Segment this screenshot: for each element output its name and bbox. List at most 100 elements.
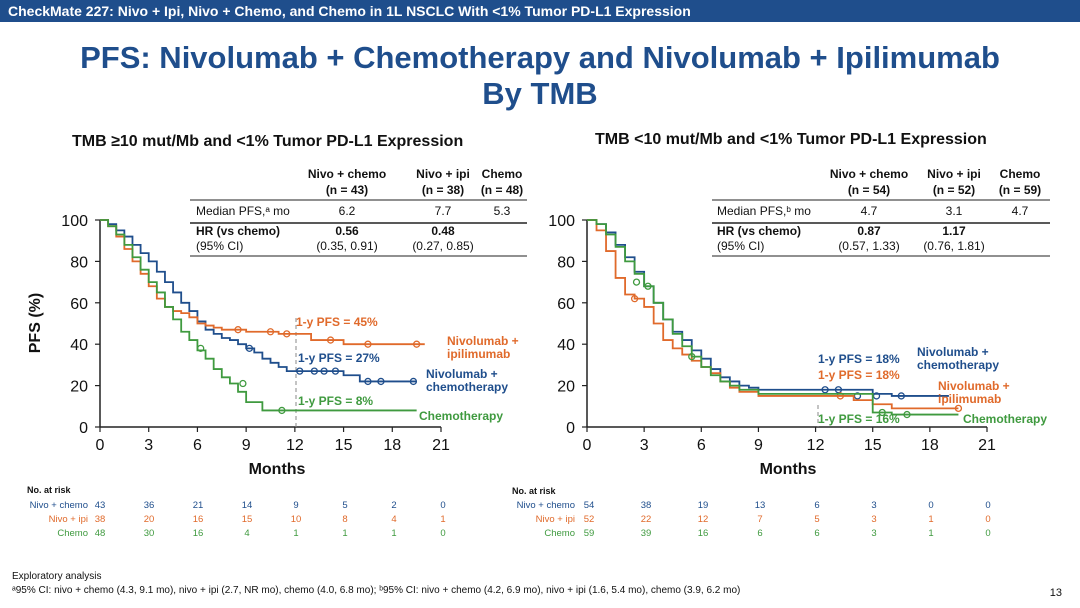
- left-censor-mark: [283, 330, 291, 338]
- right-table-column-n: (n = 52): [933, 183, 975, 197]
- right-x-axis-label: Months: [760, 461, 817, 478]
- left-at-risk-value: 8: [342, 514, 347, 525]
- left-y-tick-label: 100: [61, 213, 88, 230]
- right-table-column-n: (n = 59): [999, 183, 1041, 197]
- left-censor-mark: [377, 377, 385, 386]
- right-table-cell: 3.1: [946, 204, 963, 218]
- left-x-tick-label: 18: [383, 437, 401, 454]
- right-at-risk-value: 38: [641, 500, 652, 511]
- left-at-risk-value: 1: [440, 514, 445, 525]
- left-at-risk-value: 1: [293, 528, 298, 539]
- right-y-tick-label: 80: [557, 254, 575, 271]
- right-table-cell: 4.7: [861, 204, 878, 218]
- right-one-year-pfs-label-2: 1-y PFS = 16%: [818, 412, 900, 426]
- right-at-risk-value: 3: [871, 528, 876, 539]
- right-censor-mark: [630, 295, 639, 303]
- left-at-risk-value: 43: [95, 500, 106, 511]
- right-table-column-header: Chemo: [1000, 167, 1041, 181]
- right-at-risk-value: 6: [814, 528, 819, 539]
- right-x-tick-label: 0: [583, 437, 592, 454]
- left-at-risk-value: 14: [242, 500, 253, 511]
- right-x-tick-label: 12: [807, 437, 825, 454]
- left-censor-mark: [326, 336, 335, 344]
- left-x-tick-label: 0: [96, 437, 105, 454]
- left-y-tick-label: 20: [70, 379, 88, 396]
- right-table-cell: (0.57, 1.33): [838, 239, 899, 253]
- left-censor-mark: [320, 367, 328, 375]
- left-censor-mark: [197, 344, 205, 352]
- right-at-risk-value: 13: [755, 500, 766, 511]
- left-x-tick-label: 6: [193, 437, 202, 454]
- right-x-tick-label: 9: [754, 437, 763, 454]
- left-table-row-label: HR (vs chemo): [196, 224, 280, 238]
- left-at-risk-value: 1: [342, 528, 347, 539]
- right-at-risk-value: 3: [871, 514, 876, 525]
- left-table-column-header: Nivo + ipi: [416, 167, 470, 181]
- left-at-risk-value: 10: [291, 514, 302, 525]
- page-title-line1: PFS: Nivolumab + Chemotherapy and Nivolu…: [80, 40, 1000, 75]
- left-table-cell: 5.3: [494, 204, 511, 218]
- left-table-cell: (0.35, 0.91): [316, 239, 377, 253]
- right-censor-mark: [632, 278, 641, 286]
- left-at-risk-value: 9: [293, 500, 298, 511]
- left-censor-mark: [331, 367, 340, 375]
- right-x-tick-label: 6: [697, 437, 706, 454]
- right-x-tick-label: 15: [864, 437, 882, 454]
- left-table-row-label: Median PFS,ᵃ mo: [196, 204, 290, 218]
- left-table-cell: 0.48: [431, 224, 455, 238]
- right-y-tick-label: 60: [557, 296, 575, 313]
- right-table-column-n: (n = 54): [848, 183, 890, 197]
- right-at-risk-value: 6: [757, 528, 762, 539]
- left-series-label-2: Chemotherapy: [419, 409, 503, 423]
- right-table-cell: 4.7: [1012, 204, 1029, 218]
- right-at-risk-value: 5: [814, 514, 819, 525]
- right-censor-mark: [688, 352, 696, 361]
- left-censor-mark: [239, 379, 247, 388]
- right-y-tick-label: 20: [557, 379, 575, 396]
- left-at-risk-value: 1: [391, 528, 396, 539]
- right-table-column-header: Nivo + ipi: [927, 167, 981, 181]
- right-at-risk-value: 54: [584, 500, 595, 511]
- right-censor-mark: [897, 392, 905, 400]
- right-table-row-label: Median PFS,ᵇ mo: [717, 204, 811, 218]
- left-at-risk-value: 16: [193, 528, 204, 539]
- right-at-risk-value: 39: [641, 528, 652, 539]
- right-at-risk-title: No. at risk: [512, 486, 557, 496]
- left-table-column-n: (n = 38): [422, 183, 464, 197]
- right-at-risk-value: 3: [871, 500, 876, 511]
- right-censor-mark: [821, 386, 829, 394]
- right-at-risk-value: 1: [928, 528, 933, 539]
- left-at-risk-value: 4: [391, 514, 396, 525]
- left-at-risk-value: 48: [95, 528, 106, 539]
- right-at-risk-value: 0: [985, 514, 990, 525]
- left-x-tick-label: 3: [144, 437, 153, 454]
- left-table-column-n: (n = 48): [481, 183, 523, 197]
- left-at-risk-value: 4: [244, 528, 249, 539]
- right-one-year-pfs-label-1: 1-y PFS = 18%: [818, 368, 900, 382]
- left-series-line-0: [100, 219, 417, 383]
- left-censor-mark: [296, 367, 304, 375]
- right-table-cell: 0.87: [857, 224, 881, 238]
- right-panel-title: TMB <10 mut/Mb and <1% Tumor PD-L1 Expre…: [595, 131, 987, 148]
- right-y-tick-label: 0: [566, 420, 575, 437]
- left-at-risk-value: 21: [193, 500, 204, 511]
- right-x-tick-label: 21: [978, 437, 996, 454]
- right-series-label-2: Chemotherapy: [963, 412, 1047, 426]
- left-at-risk-label: Nivo + chemo: [30, 500, 88, 511]
- left-censor-mark: [409, 377, 418, 386]
- left-table-cell: 6.2: [339, 204, 356, 218]
- left-y-tick-label: 0: [79, 420, 88, 437]
- left-x-tick-label: 9: [242, 437, 251, 454]
- right-at-risk-value: 19: [698, 500, 709, 511]
- left-censor-mark: [364, 340, 372, 348]
- left-censor-mark: [245, 344, 254, 352]
- right-x-tick-label: 3: [640, 437, 649, 454]
- left-at-risk-value: 30: [144, 528, 155, 539]
- left-at-risk-value: 2: [391, 500, 396, 511]
- left-at-risk-value: 20: [144, 514, 155, 525]
- left-x-tick-label: 12: [286, 437, 304, 454]
- header-banner: CheckMate 227: Nivo + Ipi, Nivo + Chemo,…: [0, 0, 1080, 22]
- right-y-tick-label: 40: [557, 337, 575, 354]
- left-one-year-pfs-label-1: 1-y PFS = 27%: [298, 351, 380, 365]
- right-at-risk-value: 12: [698, 514, 709, 525]
